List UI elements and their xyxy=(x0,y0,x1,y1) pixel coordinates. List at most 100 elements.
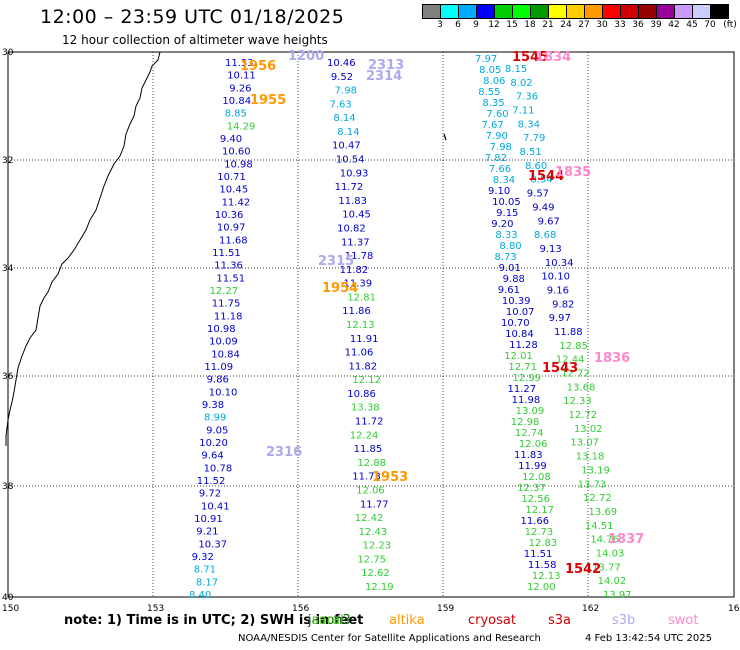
longitude-label: 153 xyxy=(147,604,164,614)
wave-height-value: 11.73 xyxy=(352,472,381,483)
wave-height-value: 9.16 xyxy=(547,285,569,296)
wave-height-value: 8.60 xyxy=(525,161,547,172)
wave-height-value: 9.15 xyxy=(496,208,518,219)
wave-height-value: 10.45 xyxy=(342,210,371,221)
wave-height-value: 8.68 xyxy=(534,230,556,241)
latitude-label: 36 xyxy=(2,372,14,382)
pass-time-label: 1956 xyxy=(240,59,276,74)
wave-height-value: 12.19 xyxy=(365,582,394,593)
wave-height-value: 12.00 xyxy=(527,582,556,593)
wave-height-value: 11.99 xyxy=(518,461,547,472)
wave-height-value: 10.97 xyxy=(217,223,246,234)
wave-height-value: 13.19 xyxy=(581,465,610,476)
color-scale-label: 45 xyxy=(686,20,698,30)
wave-height-value: 11.78 xyxy=(345,251,374,262)
wave-height-value: 11.68 xyxy=(219,235,248,246)
wave-height-value: 13.69 xyxy=(588,507,617,518)
color-scale-label: 33 xyxy=(614,20,626,30)
wave-height-value: 9.97 xyxy=(549,313,571,324)
color-scale-label: 18 xyxy=(524,20,536,30)
legend-cryosat: cryosat xyxy=(468,613,516,628)
pass-time-label: 2314 xyxy=(366,69,402,84)
wave-height-value: 9.26 xyxy=(229,83,251,94)
legend-altika: altika xyxy=(389,613,425,628)
wave-height-value: 12.06 xyxy=(356,485,385,496)
wave-height-value: 8.14 xyxy=(333,113,355,124)
longitude-label: 156 xyxy=(292,604,309,614)
wave-height-value: 11.51 xyxy=(524,549,553,560)
map-frame xyxy=(7,51,735,598)
wave-height-value: 14.02 xyxy=(598,576,627,587)
pass-time-label: 1545 xyxy=(512,50,548,65)
wave-height-value: 11.86 xyxy=(342,306,371,317)
wave-height-value: 7.90 xyxy=(486,131,508,142)
wave-height-value: 7.11 xyxy=(512,106,534,117)
wave-height-value: 11.98 xyxy=(512,395,541,406)
wave-height-value: 7.36 xyxy=(516,92,538,103)
wave-height-value: 10.20 xyxy=(199,438,228,449)
wave-height-value: 10.11 xyxy=(227,71,256,82)
wave-height-value: 11.42 xyxy=(222,197,251,208)
wave-height-value: 9.88 xyxy=(503,274,525,285)
wave-height-value: 12.23 xyxy=(362,541,391,552)
wave-height-value: 12.72 xyxy=(561,369,590,380)
wave-height-value: 12.43 xyxy=(359,527,388,538)
latitude-label: 30 xyxy=(2,48,14,58)
wave-height-value: 11.72 xyxy=(355,417,384,428)
wave-height-value: 12.44 xyxy=(556,355,585,366)
wave-height-value: 10.41 xyxy=(201,501,230,512)
wave-height-value: 7.82 xyxy=(485,153,507,164)
wave-height-value: 12.24 xyxy=(350,430,379,441)
wave-height-value: 11.06 xyxy=(345,348,374,359)
wave-height-value: 8.55 xyxy=(478,87,500,98)
wave-height-value: 10.05 xyxy=(492,197,521,208)
legend-jason3: jason3 xyxy=(308,613,351,628)
wave-height-value: 9.40 xyxy=(220,134,242,145)
wave-height-value: 13.77 xyxy=(592,562,621,573)
color-scale-cell xyxy=(710,4,729,19)
wave-height-value: 9.52 xyxy=(331,72,353,83)
pass-time-label: 2316 xyxy=(266,445,302,460)
wave-height-value: 8.15 xyxy=(505,64,527,75)
wave-height-value: 12.56 xyxy=(521,494,550,505)
pass-time-label: 1954 xyxy=(322,281,358,296)
wave-height-value: 7.63 xyxy=(330,99,352,110)
wave-height-value: 11.37 xyxy=(341,237,370,248)
latitude-label: 34 xyxy=(2,264,14,274)
wave-height-value: 12.73 xyxy=(525,527,554,538)
wave-height-value: 11.91 xyxy=(350,334,379,345)
wave-height-value: 10.54 xyxy=(336,155,365,166)
legend-swot: swot xyxy=(668,613,699,628)
wave-height-value: 10.98 xyxy=(224,159,253,170)
wave-height-value: 10.34 xyxy=(545,258,574,269)
wave-height-value: 12.01 xyxy=(504,351,533,362)
wave-height-value: 12.75 xyxy=(357,554,386,565)
wave-height-value: 8.17 xyxy=(196,577,218,588)
pass-time-label: 2315 xyxy=(318,254,354,269)
wave-height-value: 11.51 xyxy=(216,273,245,284)
wave-height-value: 9.21 xyxy=(196,527,218,538)
wave-height-value: 10.10 xyxy=(209,387,238,398)
wave-height-value: 10.45 xyxy=(219,185,248,196)
color-scale-label: 70 xyxy=(704,20,716,30)
wave-height-value: 13.73 xyxy=(578,479,607,490)
wave-height-value: 12.08 xyxy=(522,472,551,483)
wave-height-value: 9.01 xyxy=(499,263,521,274)
wave-height-value: 8.34 xyxy=(518,119,540,130)
color-scale-unit: (ft) xyxy=(723,20,737,30)
color-scale-label: 30 xyxy=(596,20,608,30)
wave-height-value: 10.70 xyxy=(501,318,530,329)
wave-height-value: 7.67 xyxy=(482,120,504,131)
wave-height-value: 8.73 xyxy=(495,252,517,263)
wave-height-value: 8.35 xyxy=(482,98,504,109)
wave-height-value: 11.83 xyxy=(338,196,367,207)
wave-height-value: 10.46 xyxy=(327,58,356,69)
pass-time-label: 1955 xyxy=(250,93,286,108)
map-border xyxy=(7,51,735,598)
color-scale-labels: 3 6 9 12 15 18 21 24 27 30 33 36 39 42 45 70 (ft) xyxy=(422,20,740,34)
wave-height-value: 9.32 xyxy=(192,552,214,563)
wave-height-value: 8.99 xyxy=(204,413,226,424)
wave-height-value: 10.82 xyxy=(337,223,366,234)
wave-height-value: 9.49 xyxy=(532,202,554,213)
wave-height-value: 10.37 xyxy=(198,539,227,550)
